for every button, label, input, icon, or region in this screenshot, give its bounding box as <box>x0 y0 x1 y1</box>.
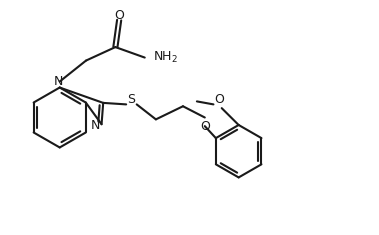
Text: N: N <box>54 75 63 88</box>
Text: S: S <box>127 93 135 106</box>
Text: NH$_2$: NH$_2$ <box>153 50 179 65</box>
Text: N: N <box>91 119 100 132</box>
Text: O: O <box>200 120 210 133</box>
Text: O: O <box>114 9 124 22</box>
Text: O: O <box>214 93 224 106</box>
